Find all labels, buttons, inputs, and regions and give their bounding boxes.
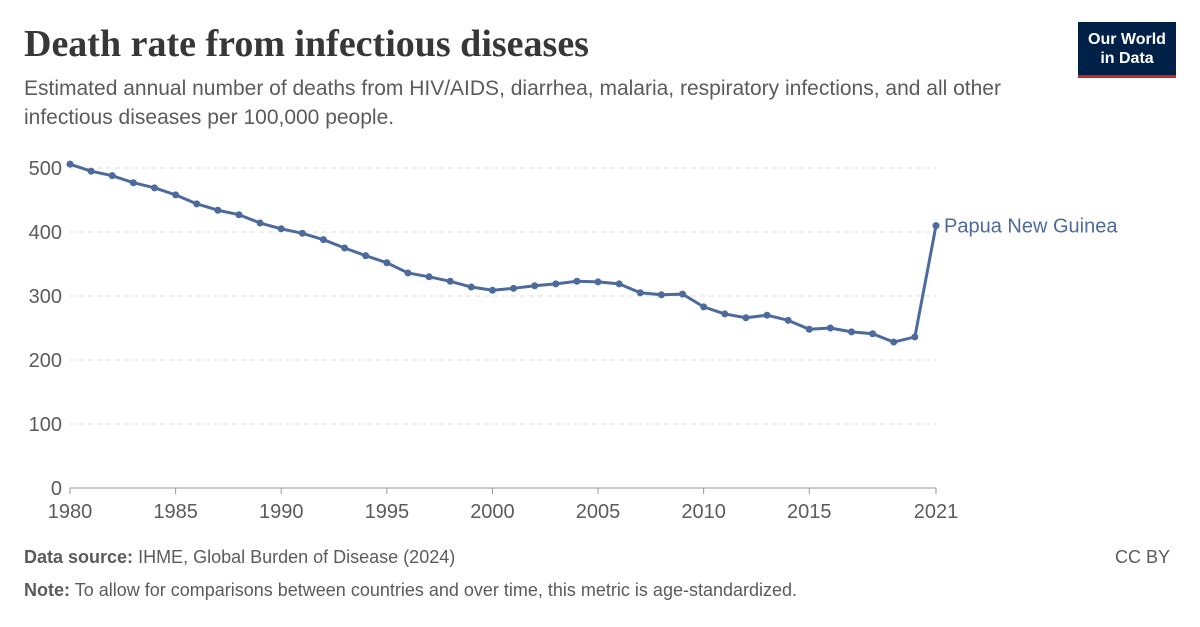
point — [890, 338, 898, 346]
note-label: Note: — [24, 580, 70, 600]
point — [129, 179, 137, 187]
point — [404, 269, 412, 277]
point — [108, 172, 116, 180]
x-tick-label: 2000 — [470, 501, 515, 523]
x-tick-label: 1990 — [259, 501, 304, 523]
x-tick-label: 1985 — [153, 501, 198, 523]
x-tick-label: 2010 — [681, 501, 726, 523]
point — [700, 303, 708, 311]
point — [869, 330, 877, 338]
logo-line: in Data — [1100, 50, 1154, 67]
y-tick-label: 400 — [29, 222, 62, 244]
point — [615, 280, 623, 288]
point — [573, 277, 581, 285]
series-label: Papua New Guinea — [944, 216, 1118, 238]
point — [911, 333, 919, 341]
point — [932, 222, 940, 230]
point — [87, 167, 95, 175]
x-tick-label: 2021 — [914, 501, 959, 523]
point — [657, 291, 665, 299]
y-tick-label: 100 — [29, 414, 62, 436]
point — [784, 316, 792, 324]
x-tick-label: 1995 — [365, 501, 410, 523]
point — [467, 283, 475, 291]
source: Data source: IHME, Global Burden of Dise… — [24, 547, 455, 568]
point — [256, 219, 264, 227]
note-text: To allow for comparisons between countri… — [74, 580, 798, 600]
note: Note: To allow for comparisons between c… — [24, 580, 797, 601]
point — [362, 252, 370, 260]
point — [636, 289, 644, 297]
source-text: IHME, Global Burden of Disease (2024) — [138, 547, 456, 567]
point — [66, 160, 74, 168]
point — [383, 259, 391, 267]
y-tick-label: 200 — [29, 350, 62, 372]
point — [488, 286, 496, 294]
point — [150, 184, 158, 192]
logo[interactable]: Our World in Data — [1078, 22, 1176, 78]
x-tick-label: 2005 — [576, 501, 621, 523]
point — [214, 206, 222, 214]
point — [277, 225, 285, 233]
point — [510, 284, 518, 292]
point — [193, 200, 201, 208]
y-tick-label: 0 — [51, 478, 62, 500]
point — [805, 325, 813, 333]
y-tick-label: 500 — [29, 158, 62, 180]
point — [763, 311, 771, 319]
license[interactable]: CC BY — [1114, 547, 1170, 567]
line — [69, 162, 938, 344]
chart-title: Death rate from infectious diseases — [24, 23, 589, 65]
point — [298, 229, 306, 237]
logo-line: Our World — [1088, 31, 1166, 48]
point — [531, 282, 539, 290]
x-tick-label: 1980 — [48, 501, 93, 523]
point — [679, 290, 687, 298]
x-tick-label: 2015 — [787, 501, 832, 523]
point — [552, 280, 560, 288]
point — [594, 278, 602, 286]
point — [172, 191, 180, 199]
point — [446, 277, 454, 285]
source-label: Data source: — [24, 547, 134, 567]
y-tick-label: 300 — [29, 286, 62, 308]
point — [341, 244, 349, 252]
point — [848, 328, 856, 336]
chart-subtitle: Estimated annual number of deaths from H… — [24, 77, 1001, 129]
point — [826, 324, 834, 332]
point — [425, 273, 433, 281]
point — [319, 236, 327, 244]
point — [721, 310, 729, 318]
point — [742, 314, 750, 322]
point — [235, 211, 243, 219]
